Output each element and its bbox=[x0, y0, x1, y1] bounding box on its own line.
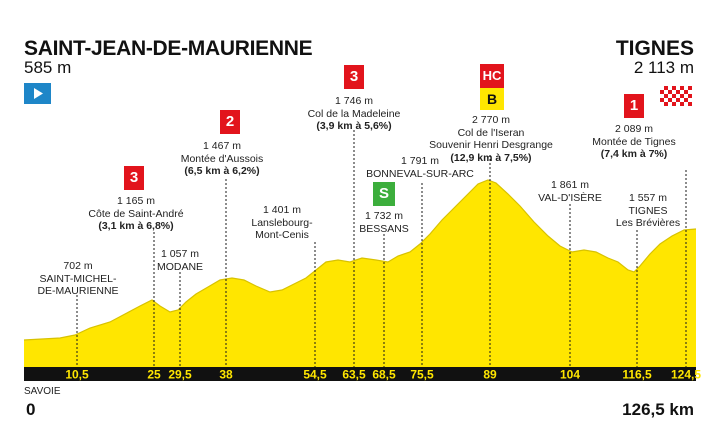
climb-label-tignes: 2 089 m Montée de Tignes (7,4 km à 7%) bbox=[592, 123, 676, 160]
start-altitude: 585 m bbox=[24, 58, 72, 77]
finish-altitude: 2 113 m bbox=[633, 58, 694, 77]
km-tick-label: 63,5 bbox=[342, 368, 366, 382]
bonus-point-marker: B bbox=[480, 88, 504, 110]
intermediate-sprint-icon: S bbox=[373, 182, 395, 206]
km-tick-label: 124,5 bbox=[671, 368, 701, 382]
distance-start: 0 bbox=[26, 400, 36, 419]
profile-ridge bbox=[23, 179, 697, 341]
km-tick-label: 89 bbox=[483, 368, 497, 382]
profile-area bbox=[24, 180, 696, 367]
region-label: SAVOIE bbox=[24, 386, 61, 397]
km-axis-band bbox=[24, 367, 696, 381]
town-label-bessans: 1 732 m BESSANS bbox=[359, 210, 409, 235]
profile-guides bbox=[76, 130, 687, 367]
town-label-modane: 1 057 m MODANE bbox=[156, 248, 204, 273]
town-label-val-disere: 1 861 m VAL-D'ISÈRE bbox=[538, 179, 602, 204]
climb-label-madeleine: 1 746 m Col de la Madeleine (3,9 km à 5,6%… bbox=[307, 95, 401, 132]
km-tick-label: 104 bbox=[560, 368, 580, 382]
km-tick-label: 54,5 bbox=[303, 368, 327, 382]
climb-label-saint-andre: 1 165 m Côte de Saint-André (3,1 km à 6,8%… bbox=[88, 195, 184, 232]
km-tick-labels: 10,5 25 29,5 38 54,5 63,5 68,5 75,5 89 104 116,5 12… bbox=[65, 368, 701, 382]
km-tick-label: 25 bbox=[147, 368, 161, 382]
climb-category-hc-marker: HC bbox=[480, 64, 504, 88]
climb-category-3-marker-madeleine: 3 bbox=[344, 65, 364, 89]
km-tick-label: 38 bbox=[219, 368, 233, 382]
km-tick-label: 29,5 bbox=[168, 368, 192, 382]
finish-town-name: TIGNES bbox=[615, 37, 694, 60]
km-tick-label: 10,5 bbox=[65, 368, 89, 382]
start-town-name: SAINT-JEAN-DE-MAURIENNE bbox=[24, 37, 313, 60]
town-label-tignes-les-brevieres: 1 557 m TIGNES Les Brévières bbox=[615, 192, 681, 229]
finish-checkered-flag-icon bbox=[660, 86, 692, 106]
climb-label-aussois: 1 467 m Montée d'Aussois (6,5 km à 6,2%) bbox=[180, 140, 264, 177]
start-flag-icon bbox=[24, 83, 51, 104]
climb-category-2-marker: 2 bbox=[220, 110, 240, 134]
distance-total: 126,5 km bbox=[622, 400, 694, 419]
town-label-saint-michel: 702 m SAINT-MICHEL- DE-MAURIENNE bbox=[37, 260, 119, 297]
km-tick-label: 68,5 bbox=[372, 368, 396, 382]
climb-category-3-marker: 3 bbox=[124, 166, 144, 190]
km-tick-label: 116,5 bbox=[622, 368, 652, 382]
town-label-lanslebourg: 1 401 m Lanslebourg- Mont-Cenis bbox=[251, 204, 313, 241]
km-tick-label: 75,5 bbox=[410, 368, 434, 382]
climb-category-1-marker: 1 bbox=[624, 94, 644, 118]
town-label-bonneval: 1 791 m BONNEVAL-SUR-ARC bbox=[366, 155, 474, 180]
climb-label-iseran: 2 770 m Col de l'Iseran Souvenir Henri Des… bbox=[429, 114, 553, 164]
